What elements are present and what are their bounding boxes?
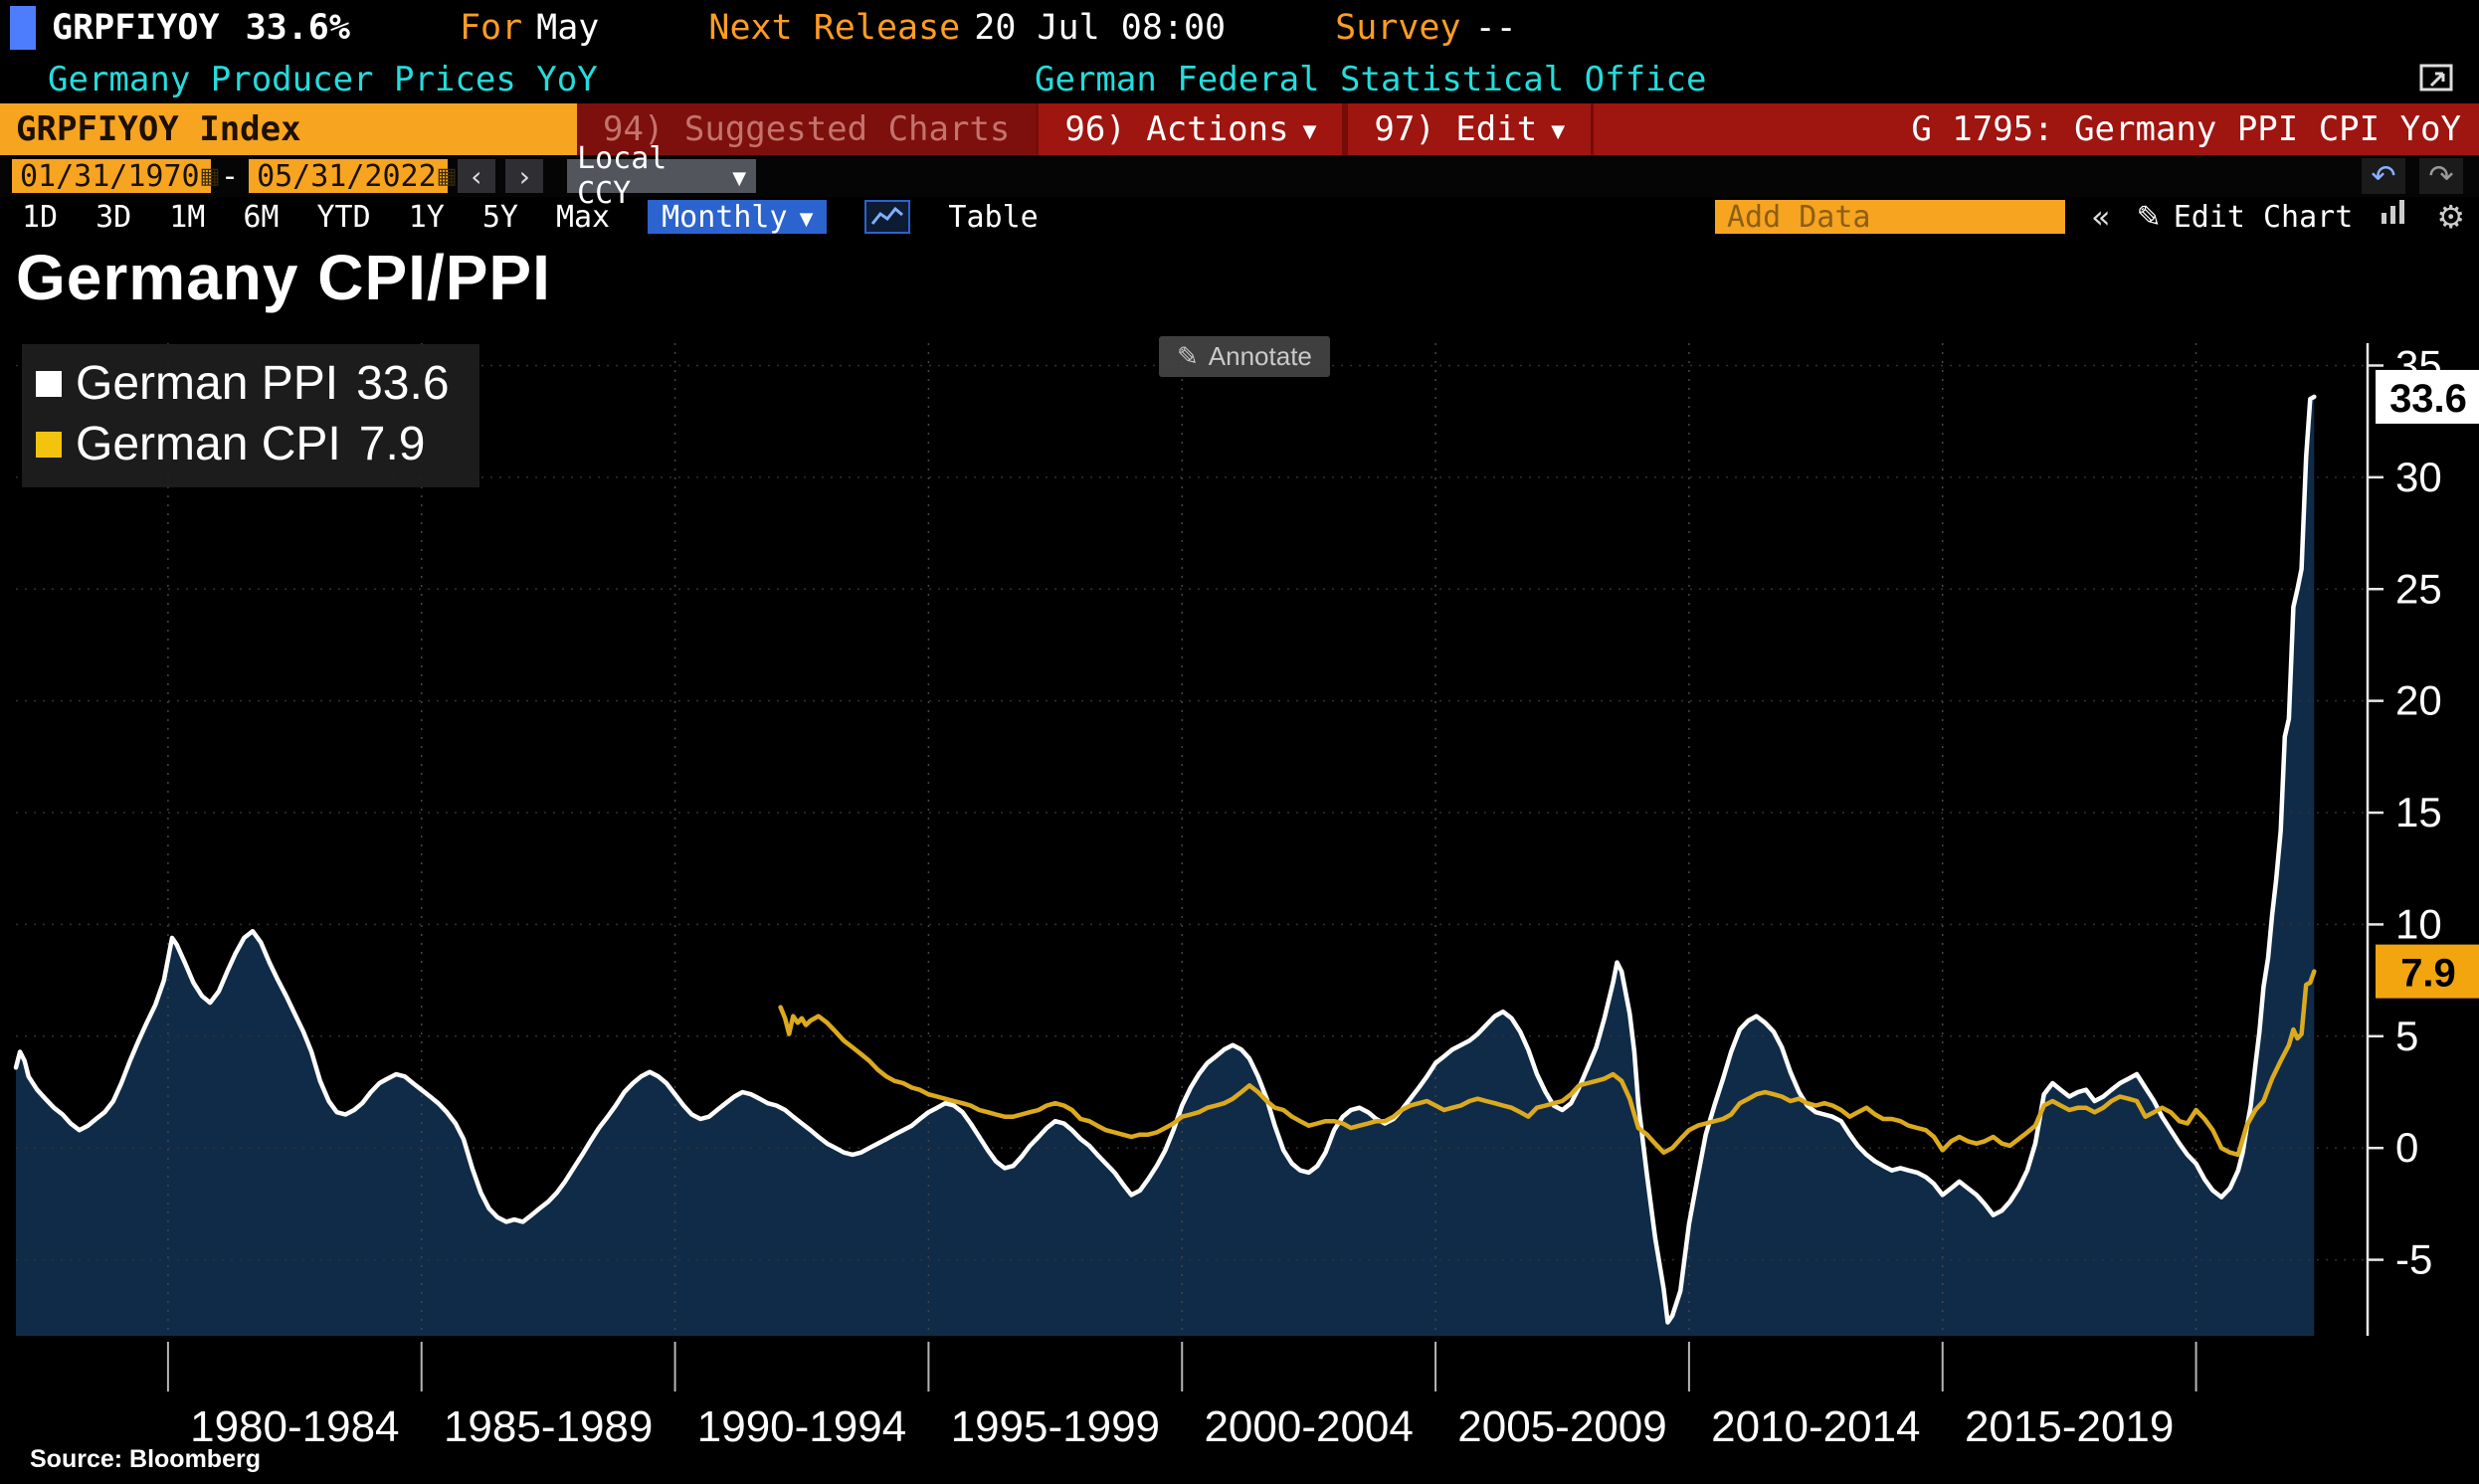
suggested-charts-button[interactable]: 94) Suggested Charts bbox=[577, 103, 1037, 155]
y-tick-label: 10 bbox=[2395, 900, 2442, 947]
description-row: Germany Producer Prices YoY German Feder… bbox=[0, 56, 2479, 103]
last-value-box bbox=[2376, 944, 2479, 999]
range-button-6m[interactable]: 6M bbox=[243, 199, 280, 235]
edit-chart-button[interactable]: ✎ Edit Chart bbox=[2136, 199, 2354, 235]
next-period-button[interactable]: › bbox=[505, 159, 544, 193]
x-axis-label: 2015-2019 bbox=[1965, 1402, 2174, 1451]
y-tick-label: -5 bbox=[2395, 1236, 2432, 1283]
range-button-5y[interactable]: 5Y bbox=[481, 199, 518, 235]
x-axis-label: 1995-1999 bbox=[951, 1402, 1160, 1451]
y-tick-label: 30 bbox=[2395, 454, 2442, 500]
y-tick-label: 25 bbox=[2395, 565, 2442, 612]
pencil-icon: ✎ bbox=[2136, 199, 2162, 235]
chevron-down-icon: ▼ bbox=[1302, 120, 1317, 142]
for-value: May bbox=[536, 8, 600, 48]
x-axis-label: 1985-1989 bbox=[444, 1402, 653, 1451]
legend-value: 33.6 bbox=[356, 357, 450, 410]
y-tick-label: 20 bbox=[2395, 677, 2442, 724]
series-german-cpi bbox=[778, 969, 2317, 1158]
start-date-input[interactable]: 01/31/1970 ▦ bbox=[12, 159, 220, 194]
chart-type-icon[interactable] bbox=[864, 200, 911, 234]
x-axis-label: 1990-1994 bbox=[697, 1402, 906, 1451]
currency-select[interactable]: Local CCY ▼ bbox=[567, 141, 757, 211]
area-fill bbox=[16, 396, 2315, 1336]
y-tick-label: 0 bbox=[2395, 1124, 2418, 1171]
redo-button[interactable]: ↷ bbox=[2419, 158, 2463, 194]
range-button-1y[interactable]: 1Y bbox=[408, 199, 445, 235]
ppi-swatch-icon bbox=[36, 370, 62, 397]
x-axis-label: 1980-1984 bbox=[190, 1402, 399, 1451]
next-release-value: 20 Jul 08:00 bbox=[974, 8, 1227, 48]
survey-value: -- bbox=[1474, 8, 1517, 48]
series-german-ppi bbox=[13, 394, 2317, 1325]
cpi-swatch-icon bbox=[36, 431, 62, 458]
history-buttons: ↶ ↷ bbox=[2362, 158, 2479, 194]
collapse-panel-icon[interactable]: « bbox=[2090, 198, 2111, 236]
end-date-input[interactable]: 05/31/2022 ▦ bbox=[249, 159, 457, 194]
legend-value: 7.9 bbox=[358, 418, 426, 470]
frequency-select[interactable]: Monthly ▼ bbox=[648, 200, 828, 235]
range-button-ytd[interactable]: YTD bbox=[316, 199, 371, 235]
chart-region: Germany CPI/PPI -5 0 5 10 15 20 25 30 35 1980-198… bbox=[0, 237, 2479, 1484]
gear-icon[interactable]: ⚙ bbox=[2436, 198, 2465, 236]
actions-button[interactable]: 96) Actions ▼ bbox=[1036, 103, 1346, 155]
last-value-box bbox=[2376, 369, 2479, 424]
security-input[interactable]: GRPFIYOY Index bbox=[0, 103, 577, 155]
prev-period-button[interactable]: ‹ bbox=[458, 159, 496, 193]
last-value-label: 7.9 bbox=[2400, 952, 2456, 996]
ticker-symbol: GRPFIYOY bbox=[52, 8, 220, 48]
legend-item-ppi: German PPI 33.6 bbox=[36, 356, 450, 411]
legend-label: German PPI bbox=[76, 357, 339, 410]
calendar-icon: ▦ bbox=[436, 163, 458, 189]
date-toolbar: 01/31/1970 ▦ - 05/31/2022 ▦ ‹ › Local CC… bbox=[0, 141, 2479, 211]
y-tick-label: 5 bbox=[2395, 1013, 2418, 1059]
command-bar: GRPFIYOY Index 94) Suggested Charts 96) … bbox=[0, 103, 2479, 155]
chart-edit-icon[interactable] bbox=[2379, 198, 2410, 236]
chart-id-title: G 1795: Germany PPI CPI YoY bbox=[1911, 109, 2461, 149]
legend-label: German CPI bbox=[76, 418, 341, 470]
y-tick-label: 15 bbox=[2395, 789, 2442, 835]
add-data-input[interactable]: Add Data bbox=[1714, 200, 2065, 235]
x-axis-label: 2005-2009 bbox=[1457, 1402, 1666, 1451]
x-axis-label: 2010-2014 bbox=[1711, 1402, 1920, 1451]
chart-legend: German PPI 33.6 German CPI 7.9 bbox=[22, 344, 479, 487]
export-screen-icon[interactable] bbox=[2417, 60, 2457, 108]
range-button-3d[interactable]: 3D bbox=[95, 199, 132, 235]
pencil-icon: ✎ bbox=[1177, 341, 1199, 372]
calendar-icon: ▦ bbox=[199, 163, 221, 189]
last-value-label: 33.6 bbox=[2389, 377, 2467, 421]
for-label: For bbox=[459, 8, 523, 48]
date-range-separator: - bbox=[221, 158, 240, 194]
ticker-value: 33.6% bbox=[245, 8, 350, 48]
bloomberg-flag-icon bbox=[10, 6, 36, 50]
range-toolbar-right: Add Data « ✎ Edit Chart ⚙ bbox=[1714, 198, 2479, 236]
edit-button[interactable]: 97) Edit ▼ bbox=[1345, 103, 1595, 155]
ticker-header: GRPFIYOY 33.6% For May Next Release 20 J… bbox=[0, 0, 2479, 56]
legend-item-cpi: German CPI 7.9 bbox=[36, 417, 450, 471]
data-source-org: German Federal Statistical Office bbox=[1035, 60, 1707, 99]
chevron-down-icon: ▼ bbox=[732, 167, 747, 189]
chevron-down-icon: ▼ bbox=[1551, 120, 1566, 142]
next-release-label: Next Release bbox=[708, 8, 961, 48]
source-label: Source: Bloomberg bbox=[30, 1445, 261, 1473]
range-button-1d[interactable]: 1D bbox=[22, 199, 59, 235]
table-button[interactable]: Table bbox=[948, 199, 1039, 235]
annotate-button[interactable]: ✎ Annotate bbox=[1159, 336, 1330, 377]
survey-label: Survey bbox=[1335, 8, 1461, 48]
range-button-1m[interactable]: 1M bbox=[169, 199, 206, 235]
undo-button[interactable]: ↶ bbox=[2362, 158, 2405, 194]
range-toolbar: 1D 3D 1M 6M YTD 1Y 5Y Max Monthly ▼ Tabl… bbox=[0, 197, 2479, 237]
chevron-down-icon: ▼ bbox=[799, 208, 814, 230]
range-button-max[interactable]: Max bbox=[555, 199, 611, 235]
security-description: Germany Producer Prices YoY bbox=[48, 60, 598, 99]
page-title: Germany CPI/PPI bbox=[16, 242, 551, 313]
x-axis-label: 2000-2004 bbox=[1204, 1402, 1413, 1451]
